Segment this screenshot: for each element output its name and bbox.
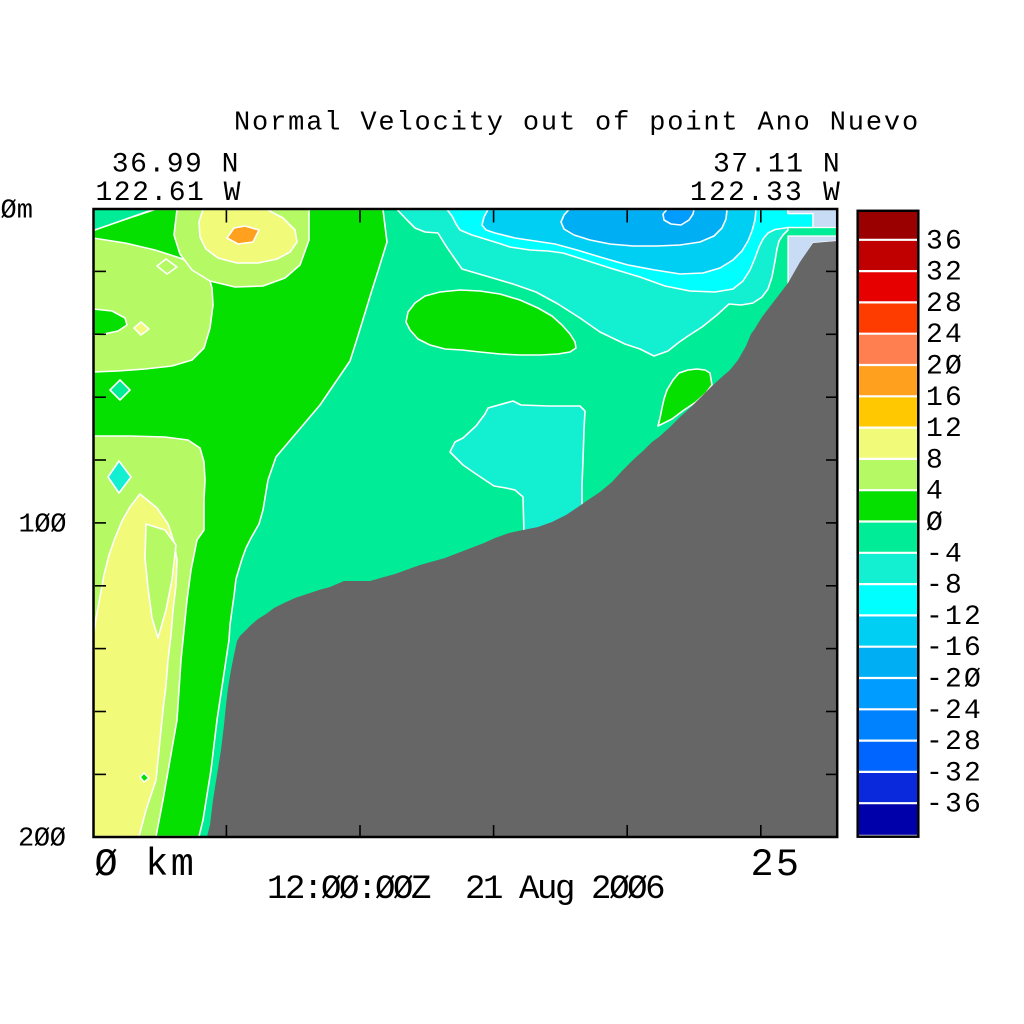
svg-text:4: 4	[926, 477, 945, 508]
svg-text:2Ø: 2Ø	[926, 352, 964, 383]
svg-text:-16: -16	[926, 633, 983, 664]
svg-text:12:ØØ:ØØZ 21 Aug 2ØØ6: 12:ØØ:ØØZ 21 Aug 2ØØ6	[267, 871, 664, 909]
svg-text:37.11 N: 37.11 N	[713, 150, 841, 181]
svg-text:Ø km: Ø km	[95, 843, 197, 887]
svg-text:8: 8	[926, 445, 945, 476]
svg-text:25: 25	[751, 843, 802, 887]
svg-text:Ø: Ø	[926, 508, 945, 539]
svg-text:36.99 N: 36.99 N	[94, 150, 240, 181]
svg-text:32: 32	[926, 258, 964, 289]
svg-text:Øm: Øm	[1, 197, 33, 227]
svg-text:-4: -4	[926, 539, 964, 570]
svg-text:12: 12	[926, 414, 964, 445]
svg-text:-12: -12	[926, 602, 983, 633]
svg-text:122.61 W: 122.61 W	[96, 178, 242, 209]
svg-text:1ØØ: 1ØØ	[19, 511, 67, 541]
svg-text:-2Ø: -2Ø	[926, 665, 983, 696]
svg-text:2ØØ: 2ØØ	[18, 825, 66, 855]
svg-text:Normal Velocity out of point A: Normal Velocity out of point Ano Nuevo	[234, 109, 920, 139]
svg-text:-24: -24	[926, 696, 983, 727]
svg-text:-32: -32	[926, 758, 983, 789]
svg-text:24: 24	[926, 320, 964, 351]
svg-text:36: 36	[926, 226, 964, 257]
svg-text:16: 16	[926, 383, 964, 414]
svg-text:122.33 W: 122.33 W	[690, 178, 842, 209]
svg-text:-28: -28	[926, 727, 983, 758]
svg-text:-36: -36	[926, 790, 983, 821]
svg-text:-8: -8	[926, 571, 964, 602]
svg-text:28: 28	[926, 289, 964, 320]
